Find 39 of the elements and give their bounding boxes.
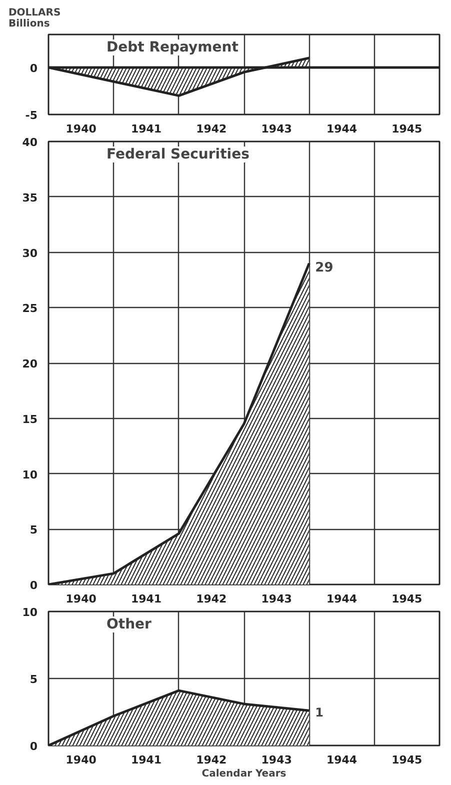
y-tick-label: 10 <box>22 606 38 619</box>
y-tick-label: 25 <box>22 302 38 316</box>
y-tick-label: 10 <box>22 468 38 482</box>
x-tick-label: 1942 <box>196 592 227 606</box>
x-tick-label: 1941 <box>130 122 162 136</box>
y-tick-label: 5 <box>30 673 38 686</box>
x-tick-label: 1944 <box>326 122 358 136</box>
x-tick-label: 1945 <box>392 592 422 606</box>
y-tick-label: 0 <box>30 62 38 75</box>
y-tick-label: 35 <box>22 191 38 204</box>
x-tick-label: 1941 <box>130 592 162 606</box>
x-axis-title: Calendar Years <box>202 768 286 780</box>
x-tick-label: 1945 <box>392 754 422 766</box>
data-label: 29 <box>315 260 334 276</box>
x-tick-label: 1944 <box>326 754 358 766</box>
chart-title: Federal Securities <box>106 146 250 162</box>
x-tick-label: 1945 <box>392 122 422 136</box>
y-tick-label: 0 <box>30 579 38 592</box>
y-tick-label: 15 <box>22 412 38 426</box>
chart-title: Other <box>106 616 152 632</box>
y-tick-label: 30 <box>22 246 38 260</box>
annotation: 1 <box>315 706 324 720</box>
x-tick-label: 1941 <box>130 754 162 766</box>
y-tick-label: 40 <box>22 136 38 149</box>
x-tick-label: 1940 <box>66 122 97 136</box>
y-tick-label: 20 <box>22 358 38 370</box>
x-tick-label: 1943 <box>261 122 292 136</box>
x-tick-label: 1940 <box>66 754 97 766</box>
chart-title: Debt Repayment <box>106 40 239 56</box>
x-tick-label: 1942 <box>196 122 227 136</box>
x-tick-label: 1942 <box>196 754 227 766</box>
x-tick-label: 1943 <box>261 754 292 766</box>
y-tick-label: 0 <box>30 740 38 753</box>
x-tick-label: 1944 <box>326 592 358 606</box>
y-axis-title: DOLLARS Billions <box>8 8 61 30</box>
x-tick-label: 1943 <box>261 592 292 606</box>
y-tick-label: -5 <box>25 109 38 122</box>
x-tick-label: 1940 <box>66 592 97 606</box>
y-tick-label: 5 <box>30 524 38 537</box>
